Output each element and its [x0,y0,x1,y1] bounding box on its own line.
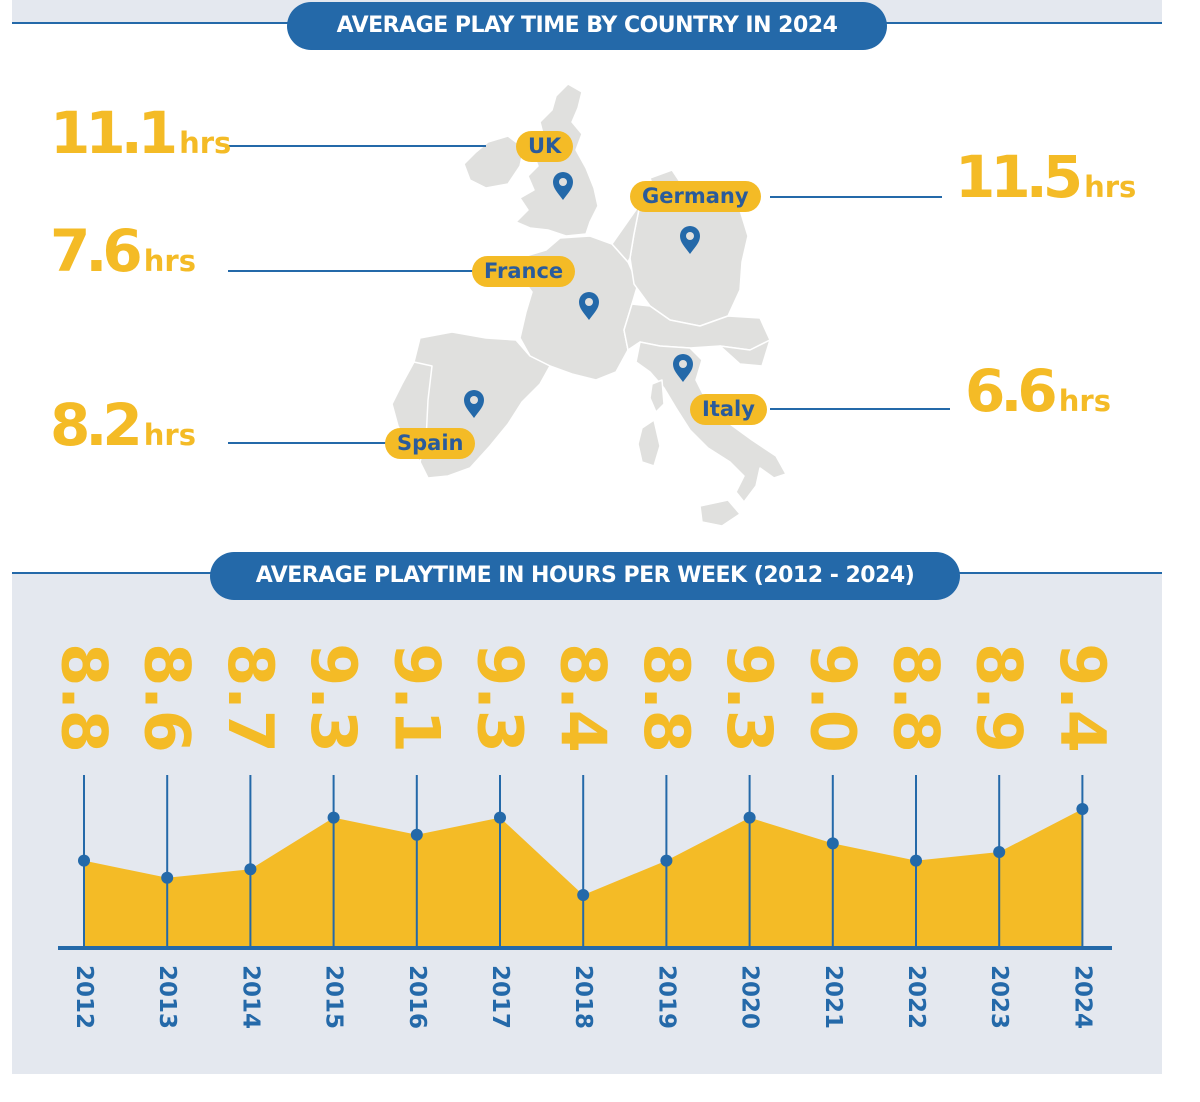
france-value-number: 7.6 [50,217,143,285]
value-label-2017: 9.3 [464,643,537,753]
value-label-2023: 8.9 [963,643,1036,753]
data-point-2022 [910,854,922,867]
year-label-2018: 2018 [570,965,596,1029]
sardinia-region [637,419,661,467]
year-label-2013: 2013 [154,965,180,1029]
italy-label: Italy [690,394,767,426]
data-point-2015 [327,811,340,824]
value-label-2013: 8.6 [131,643,204,753]
italy-pin-icon [673,354,693,382]
italy-value-number: 6.6 [965,357,1058,425]
year-label-2019: 2019 [653,965,679,1029]
data-point-2023 [993,846,1006,858]
germany-label: Germany [630,181,761,213]
data-point-2013 [161,871,174,884]
spain-pin-icon [464,390,484,418]
spain-value-unit: hrs [143,418,196,452]
uk-pin-icon [553,172,573,200]
germany-leader-line [770,196,942,198]
data-point-2021 [826,837,839,850]
value-label-2021: 9.0 [796,643,869,753]
spain-value: 8.2 hrs [50,396,196,454]
data-point-2014 [244,863,257,876]
sicily-region [699,499,741,527]
balkans-region [719,339,771,367]
year-label-2023: 2023 [986,965,1012,1029]
germany-value-number: 11.5 [955,143,1083,211]
uk-value-number: 11.1 [50,99,178,167]
italy-value: 6.6 hrs [965,362,1111,420]
value-label-2024: 9.4 [1046,643,1119,753]
germany-value: 11.5 hrs [955,148,1136,206]
map-section-title: AVERAGE PLAY TIME BY COUNTRY IN 2024 [287,2,887,50]
value-label-2022: 8.8 [880,643,953,753]
corsica-region [649,379,665,413]
italy-value-unit: hrs [1058,384,1111,418]
chart-section-title: AVERAGE PLAYTIME IN HOURS PER WEEK (2012… [210,552,960,600]
year-label-2024: 2024 [1069,965,1095,1029]
france-value: 7.6 hrs [50,222,196,280]
chart-panel-background [12,574,1162,1074]
data-point-2024 [1076,803,1089,815]
spain-label: Spain [385,428,476,460]
data-point-2017 [494,811,506,824]
uk-label: UK [516,131,574,163]
year-label-2016: 2016 [404,965,430,1029]
year-label-2022: 2022 [903,965,929,1029]
uk-value-unit: hrs [179,126,232,160]
data-point-2020 [743,811,756,824]
germany-value-unit: hrs [1084,170,1137,204]
year-label-2017: 2017 [487,965,513,1029]
data-point-2018 [577,889,590,901]
benelux-region [611,203,641,263]
value-label-2018: 8.4 [547,643,620,753]
data-point-2012 [78,854,90,867]
value-label-2015: 9.3 [297,643,370,753]
year-label-2015: 2015 [321,965,347,1029]
france-pin-icon [579,292,599,320]
value-label-2014: 8.7 [214,643,287,753]
france-value-unit: hrs [143,244,196,278]
data-point-2016 [410,828,423,841]
germany-pin-icon [680,226,700,254]
france-label: France [472,256,576,288]
uk-value: 11.1 hrs [50,104,231,162]
year-label-2021: 2021 [820,965,846,1029]
spain-leader-line [228,442,388,444]
data-point-2019 [660,854,673,867]
year-label-2014: 2014 [237,965,263,1029]
spain-value-number: 8.2 [50,391,143,459]
value-label-2020: 9.3 [713,643,786,753]
france-leader-line [228,270,478,272]
year-label-2020: 2020 [737,965,763,1029]
value-label-2016: 9.1 [380,643,453,753]
italy-leader-line [770,408,950,410]
value-label-2019: 8.8 [630,643,703,753]
value-label-2012: 8.8 [48,643,121,753]
year-label-2012: 2012 [71,965,97,1029]
uk-leader-line [228,145,486,147]
